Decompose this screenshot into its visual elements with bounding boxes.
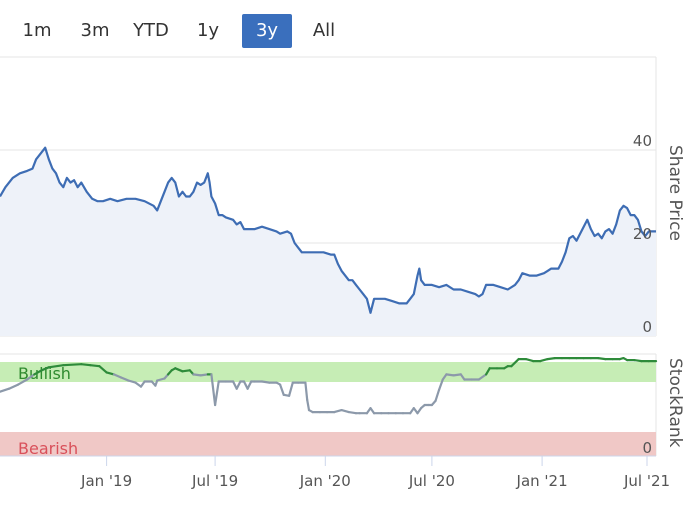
stockrank-axis-title: StockRank xyxy=(665,358,685,448)
stockrank-line-segment xyxy=(279,383,285,396)
range-button-3m[interactable]: 3m xyxy=(80,20,110,41)
x-tick-label: Jul '19 xyxy=(191,472,238,490)
stockrank-line-segment xyxy=(192,373,202,377)
stockrank-line-segment xyxy=(156,377,166,382)
stockrank-line-segment xyxy=(0,387,11,393)
x-tick-label: Jul '20 xyxy=(408,472,455,490)
x-axis: Jan '19 Jul '19 Jan '20 Jul '20 Jan '21 Jul '… xyxy=(80,456,670,490)
stockrank-line-segment xyxy=(112,373,123,379)
price-line xyxy=(0,146,656,314)
stockrank-line-segment xyxy=(597,357,607,361)
stockrank-line-segment xyxy=(98,365,108,374)
y-tick-label-0: 0 xyxy=(642,318,652,336)
stockrank-line-segment xyxy=(80,363,92,367)
stockrank-line-segment xyxy=(340,409,350,414)
stockrank-line-segment xyxy=(510,358,520,368)
range-button-ytd[interactable]: YTD xyxy=(133,20,169,41)
bullish-band-label: Bullish xyxy=(18,364,71,383)
stockrank-line-segment xyxy=(288,381,294,397)
stockrank-line-segment xyxy=(7,383,20,390)
range-button-all[interactable]: All xyxy=(312,20,336,41)
stockrank-line-segment xyxy=(347,411,358,415)
stockrank-line-segment xyxy=(127,379,137,384)
bearish-band xyxy=(0,432,656,456)
stockrank-line-segment xyxy=(134,381,143,388)
stockrank-line-segment xyxy=(181,369,191,373)
stockrank-line-segment xyxy=(452,373,462,377)
stockrank-line-segment xyxy=(485,367,491,376)
x-tick-label: Jan '20 xyxy=(299,472,351,490)
stockrank-line xyxy=(0,357,658,415)
stockrank-line-segment xyxy=(438,378,444,391)
stockrank-line-segment xyxy=(260,380,271,384)
stockrank-line-segment xyxy=(633,359,643,363)
rank-y-tick-label-0: 0 xyxy=(642,439,652,457)
stockrank-line-segment xyxy=(210,373,217,407)
stockrank-line-segment xyxy=(539,358,549,363)
stockrank-line-segment xyxy=(546,357,556,361)
range-button-3y[interactable]: 3y xyxy=(242,14,292,48)
stockrank-line-segment xyxy=(17,378,29,386)
stockrank-line-segment xyxy=(40,366,50,372)
range-button-1m[interactable]: 1m xyxy=(22,20,52,41)
stockrank-line-segment xyxy=(26,373,36,381)
stockrank-line-segment xyxy=(246,380,253,390)
stockrank-line-segment xyxy=(304,381,309,401)
range-button-1y[interactable]: 1y xyxy=(196,20,220,41)
stockrank-line-segment xyxy=(199,373,209,377)
x-tick-label: Jan '21 xyxy=(516,472,568,490)
stockrank-line-segment xyxy=(333,409,343,414)
stockrank-line-segment xyxy=(47,364,65,369)
bearish-band-label: Bearish xyxy=(18,439,78,458)
stockrank-line-segment xyxy=(524,358,535,363)
price-area-fill xyxy=(0,147,656,336)
stockrank-line-segment xyxy=(89,364,101,368)
stockrank-line-segment xyxy=(105,371,116,376)
stockrank-line-segment xyxy=(477,373,488,381)
x-tick-label: Jul '21 xyxy=(623,472,670,490)
x-tick-label: Jan '19 xyxy=(80,472,132,490)
stockrank-line-segment xyxy=(214,380,220,407)
stockrank-line-segment xyxy=(174,367,184,373)
stockrank-line-segment xyxy=(62,363,83,367)
stockrank-line-segment xyxy=(434,388,441,402)
share-price-axis-title: Share Price xyxy=(665,145,685,241)
bullish-band xyxy=(0,362,656,382)
range-selector: 1m 3m YTD 1y 3y All xyxy=(0,0,699,56)
y-tick-label-40: 40 xyxy=(633,132,652,150)
stockrank-line-segment xyxy=(235,380,242,390)
stockrank-line-segment xyxy=(119,376,130,382)
stockrank-line-segment xyxy=(445,373,455,377)
stockrank-line-segment xyxy=(306,398,311,412)
y-tick-label-20: 20 xyxy=(633,225,652,243)
stockrank-line-segment xyxy=(33,369,43,376)
